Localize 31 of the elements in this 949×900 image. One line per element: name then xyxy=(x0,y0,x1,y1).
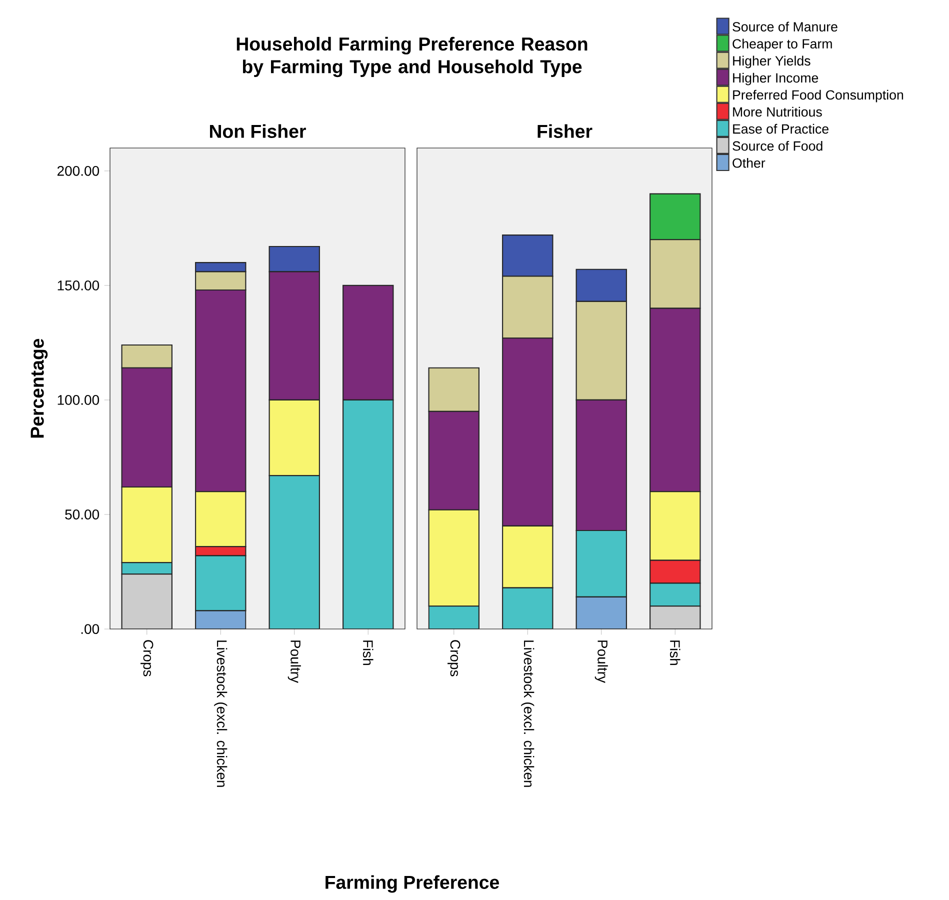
bar xyxy=(195,555,246,612)
y-tick-label: 100.00 xyxy=(58,395,100,405)
legend-label: Preferred Food Consumption xyxy=(733,90,904,102)
y-tick-label: 150.00 xyxy=(58,280,100,290)
y-tick-label: 200.00 xyxy=(57,166,100,176)
x-tick-label: Poultry xyxy=(594,640,608,683)
x-axis-title: Farming Preference xyxy=(326,875,500,893)
chart-subtitle: Fisher xyxy=(538,124,592,138)
chart-subtitle: Non Fisher xyxy=(210,124,306,138)
legend-label: Other xyxy=(732,158,766,168)
bar xyxy=(121,562,172,575)
legend-label: Higher Yields xyxy=(733,56,810,68)
bar xyxy=(342,399,394,630)
legend-label: Source of Food xyxy=(732,140,822,151)
legend-label: Higher Income xyxy=(733,72,818,86)
x-tick-label: Crops xyxy=(448,640,460,676)
legend-label: Ease of Practice xyxy=(733,124,828,134)
legend-label: Source of Manure xyxy=(732,22,838,32)
x-tick-label: Poultry xyxy=(288,640,301,683)
chart-title: Household Farming Preference Reason by Farming Type and Household Type xyxy=(236,36,588,78)
x-tick-label: Fish xyxy=(670,640,680,665)
y-tick-label: 50.00 xyxy=(65,510,100,520)
y-tick-label: .00 xyxy=(81,624,100,634)
legend-label: Cheaper to Farm xyxy=(732,38,832,52)
x-tick-label: Fish xyxy=(362,640,374,665)
bar xyxy=(268,475,320,630)
x-tick-label: Livestock (excl. chicken xyxy=(521,640,534,787)
legend-label: More Nutritious xyxy=(733,106,822,117)
x-tick-label: Livestock (excl. chicken xyxy=(214,640,228,787)
x-tick-label: Crops xyxy=(140,640,154,676)
y-axis-title: Percentage xyxy=(30,338,48,438)
